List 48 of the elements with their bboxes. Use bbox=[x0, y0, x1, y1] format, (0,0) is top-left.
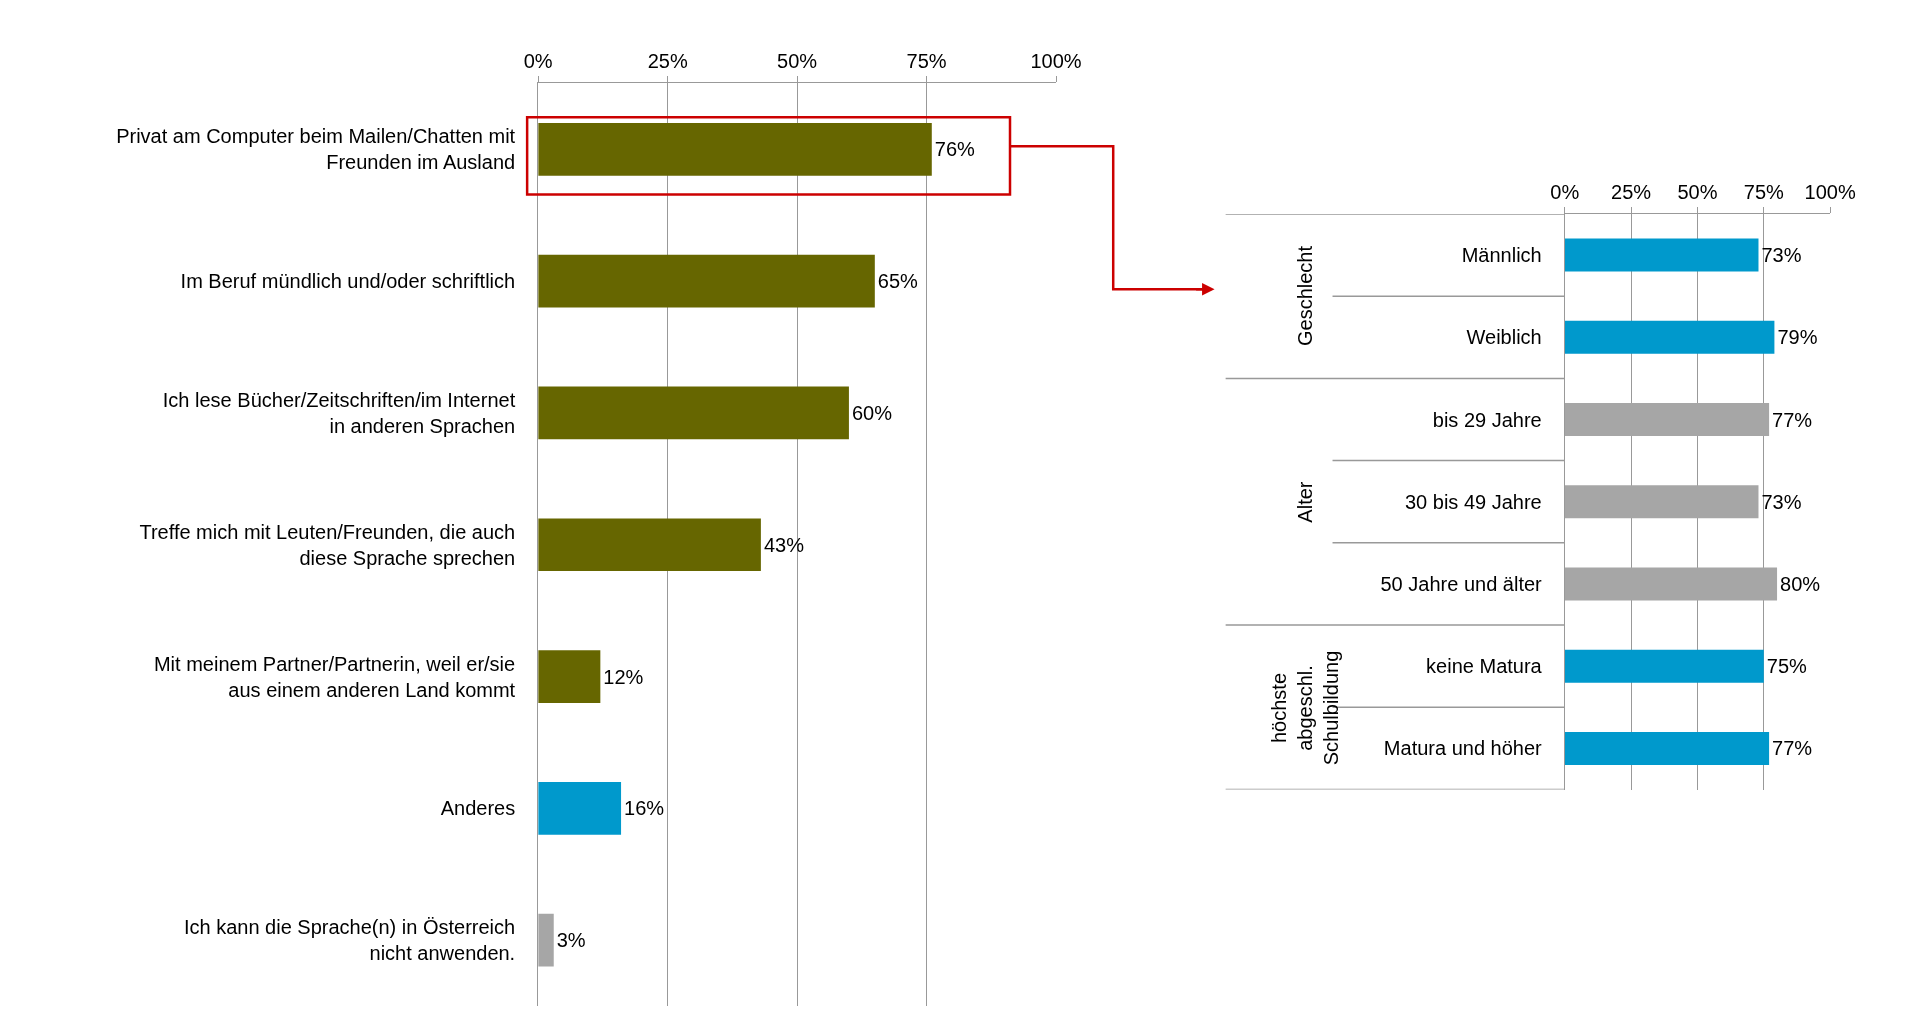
x-tick-label: 50% bbox=[777, 50, 818, 73]
y-tick-label: Im Beruf mündlich und/oder schriftlich bbox=[180, 270, 516, 293]
y-tick-label: Matura und höher bbox=[1383, 737, 1543, 760]
data-label: 65% bbox=[877, 270, 919, 293]
y-tick-label: 50 Jahre und älter bbox=[1380, 573, 1543, 595]
y-tick-label: keine Matura bbox=[1426, 655, 1543, 678]
x-tick-label: 25% bbox=[647, 50, 688, 73]
y-tick-label: bis 29 Jahre bbox=[1432, 408, 1542, 431]
bar bbox=[538, 518, 761, 572]
data-label: 77% bbox=[1772, 408, 1813, 431]
data-label: 76% bbox=[934, 138, 976, 161]
data-label: 3% bbox=[556, 929, 586, 952]
y-tick-label: Privat am Computer beim Mailen/Chatten mit Freunden im Ausland bbox=[116, 125, 516, 174]
y-tick-label: Ich kann die Sprache(n) in Österreich nicht anwenden. bbox=[183, 916, 516, 965]
data-label: 75% bbox=[1766, 655, 1808, 678]
y-tick-label: Männlich bbox=[1461, 244, 1542, 266]
bar bbox=[538, 386, 849, 440]
bar bbox=[538, 254, 875, 308]
data-label: 73% bbox=[1761, 490, 1802, 513]
text: Geschlecht bbox=[1293, 245, 1316, 347]
x-tick-label: 25% bbox=[1611, 180, 1652, 203]
data-label: 77% bbox=[1772, 737, 1813, 760]
y-tick-label: Ich lese Bücher/Zeitschriften/im Internet in anderen Sprachen bbox=[162, 388, 516, 437]
data-label: 16% bbox=[624, 797, 665, 820]
y-tick-label: 30 bis 49 Jahre bbox=[1404, 490, 1542, 513]
data-label: 60% bbox=[851, 401, 893, 424]
x-tick-label: 75% bbox=[1743, 180, 1785, 203]
text: Alter bbox=[1294, 481, 1317, 523]
bar bbox=[538, 650, 601, 703]
text: höchste abgeschl. Schulbildung bbox=[1267, 650, 1342, 766]
data-label: 73% bbox=[1761, 244, 1802, 266]
y-tick-label: Anderes bbox=[440, 797, 516, 820]
x-tick-label: 75% bbox=[906, 50, 947, 73]
y-tick-label: Weiblich bbox=[1466, 326, 1542, 349]
data-label: 43% bbox=[763, 533, 805, 556]
data-label: 80% bbox=[1780, 573, 1821, 595]
x-tick-label: 50% bbox=[1677, 180, 1718, 203]
y-tick-label: Mit meinem Partner/Partnerin, weil er/sie aus einem anderen Land kommt bbox=[153, 652, 516, 701]
data-label: 79% bbox=[1777, 326, 1818, 349]
x-tick-label: 100% bbox=[1030, 50, 1082, 73]
data-label: 12% bbox=[603, 665, 644, 688]
x-tick-label: 0% bbox=[1550, 180, 1580, 203]
bar bbox=[538, 913, 554, 967]
x-tick-label: 100% bbox=[1804, 180, 1856, 203]
bar bbox=[538, 123, 932, 176]
x-tick-label: 0% bbox=[523, 50, 553, 73]
bar bbox=[538, 781, 622, 835]
y-tick-label: Treffe mich mit Leuten/Freunden, die auch diese Sprache sprechen bbox=[139, 520, 516, 569]
